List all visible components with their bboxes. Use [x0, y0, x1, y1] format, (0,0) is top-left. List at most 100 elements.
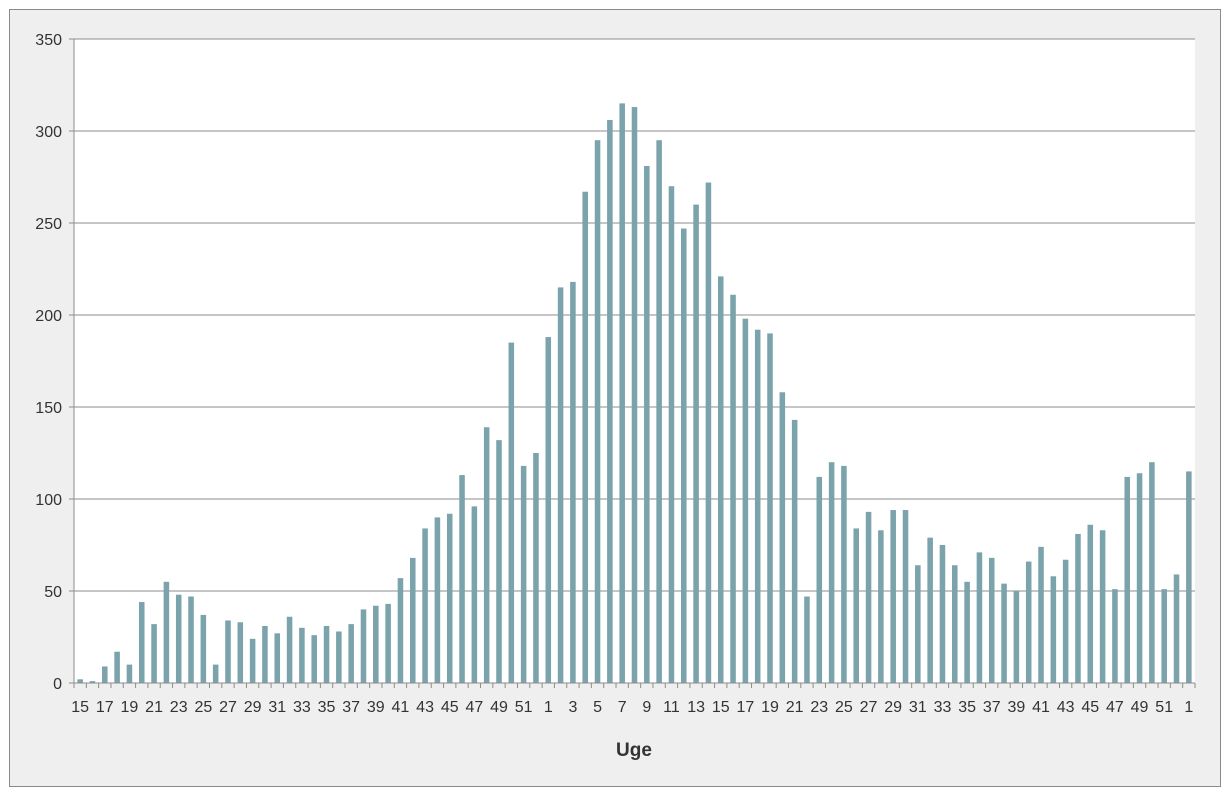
bar: [200, 614, 207, 683]
bar: [1161, 589, 1167, 683]
x-tick-label: 27: [860, 699, 878, 716]
bar: [1001, 583, 1007, 683]
x-tick-label: 45: [441, 699, 459, 716]
y-tick-labels: 0 50 100 150 200 250 300 350: [35, 32, 62, 693]
bar: [927, 537, 933, 683]
x-tick-label: 35: [958, 699, 976, 716]
x-tick-label: 29: [884, 699, 902, 716]
bar: [1013, 591, 1020, 683]
x-tick-label: 49: [490, 699, 508, 716]
bar: [890, 510, 896, 683]
bar: [767, 333, 773, 683]
bar: [1173, 574, 1180, 683]
x-tick-label: 1: [544, 699, 553, 716]
bar: [409, 557, 416, 683]
y-tick-label: 250: [35, 216, 62, 233]
bar: [459, 475, 465, 683]
x-axis-label: Uge: [616, 740, 652, 761]
bar: [865, 511, 872, 683]
bar: [348, 624, 354, 683]
y-tick-label: 100: [35, 492, 62, 509]
x-tick-label: 49: [1131, 699, 1149, 716]
bar: [1087, 524, 1094, 683]
bar: [545, 337, 552, 683]
bar: [508, 342, 515, 683]
y-tick-label: 350: [35, 32, 62, 49]
bar: [422, 528, 428, 683]
x-tick-label: 39: [367, 699, 385, 716]
bar: [286, 616, 293, 683]
bar: [841, 465, 847, 683]
x-tick-label: 41: [392, 699, 410, 716]
bar: [175, 594, 182, 683]
bar: [594, 140, 601, 683]
bar: [742, 318, 749, 683]
bars: [77, 103, 1192, 683]
bar: [1136, 473, 1143, 683]
x-tick-label: 3: [568, 699, 577, 716]
x-tick-label: 43: [416, 699, 434, 716]
x-tick-label: 31: [268, 699, 286, 716]
bar: [1038, 546, 1044, 683]
x-tick-label: 51: [1155, 699, 1173, 716]
y-tick-label: 300: [35, 124, 62, 141]
y-tick-label: 150: [35, 400, 62, 417]
bar: [964, 581, 970, 683]
bar: [311, 635, 317, 683]
bar: [336, 631, 342, 683]
bar: [225, 620, 231, 683]
x-tick-label: 43: [1057, 699, 1075, 716]
x-tick-label: 41: [1032, 699, 1050, 716]
bar: [299, 627, 305, 683]
x-tick-label: 47: [465, 699, 483, 716]
bar: [483, 427, 490, 683]
bar: [878, 530, 884, 683]
x-tick-label: 11: [663, 699, 680, 716]
x-tick-label: 7: [618, 699, 627, 716]
bar: [1186, 471, 1192, 683]
y-tick-label: 0: [53, 676, 62, 693]
bar: [1099, 530, 1106, 683]
bar: [138, 602, 145, 683]
bar: [1075, 533, 1081, 683]
bar: [151, 624, 157, 683]
bar: [262, 625, 268, 683]
bar: [791, 419, 798, 683]
x-tick-label: 25: [194, 699, 212, 716]
bar: [902, 510, 909, 683]
x-tick-label: 21: [145, 699, 163, 716]
bar: [619, 103, 625, 683]
x-tick-label: 15: [71, 699, 89, 716]
bar: [939, 545, 946, 683]
x-tick-label: 1: [1184, 699, 1193, 716]
x-tick-label: 33: [934, 699, 952, 716]
bar: [730, 294, 736, 683]
bar: [163, 581, 170, 683]
bar: [853, 528, 860, 683]
bar: [668, 186, 675, 683]
bar: [656, 140, 662, 683]
y-tick-label: 50: [44, 584, 62, 601]
x-tick-label: 33: [293, 699, 311, 716]
bar: [496, 440, 502, 683]
x-tick-label: 35: [318, 699, 336, 716]
bar: [1149, 462, 1155, 683]
bar: [237, 622, 244, 683]
bar: [804, 596, 810, 683]
bar: [705, 182, 712, 683]
bar: [779, 392, 786, 683]
bar: [114, 651, 120, 683]
bar: [952, 565, 958, 683]
bar: [717, 276, 724, 683]
x-tick-label: 19: [761, 699, 779, 716]
x-tick-label: 17: [96, 699, 114, 716]
bar: [693, 204, 699, 683]
x-tick-label: 39: [1007, 699, 1025, 716]
bar: [188, 596, 194, 683]
axes: [69, 38, 1196, 688]
x-tick-label: 9: [642, 699, 651, 716]
bar: [446, 513, 453, 683]
bar: [373, 605, 379, 683]
